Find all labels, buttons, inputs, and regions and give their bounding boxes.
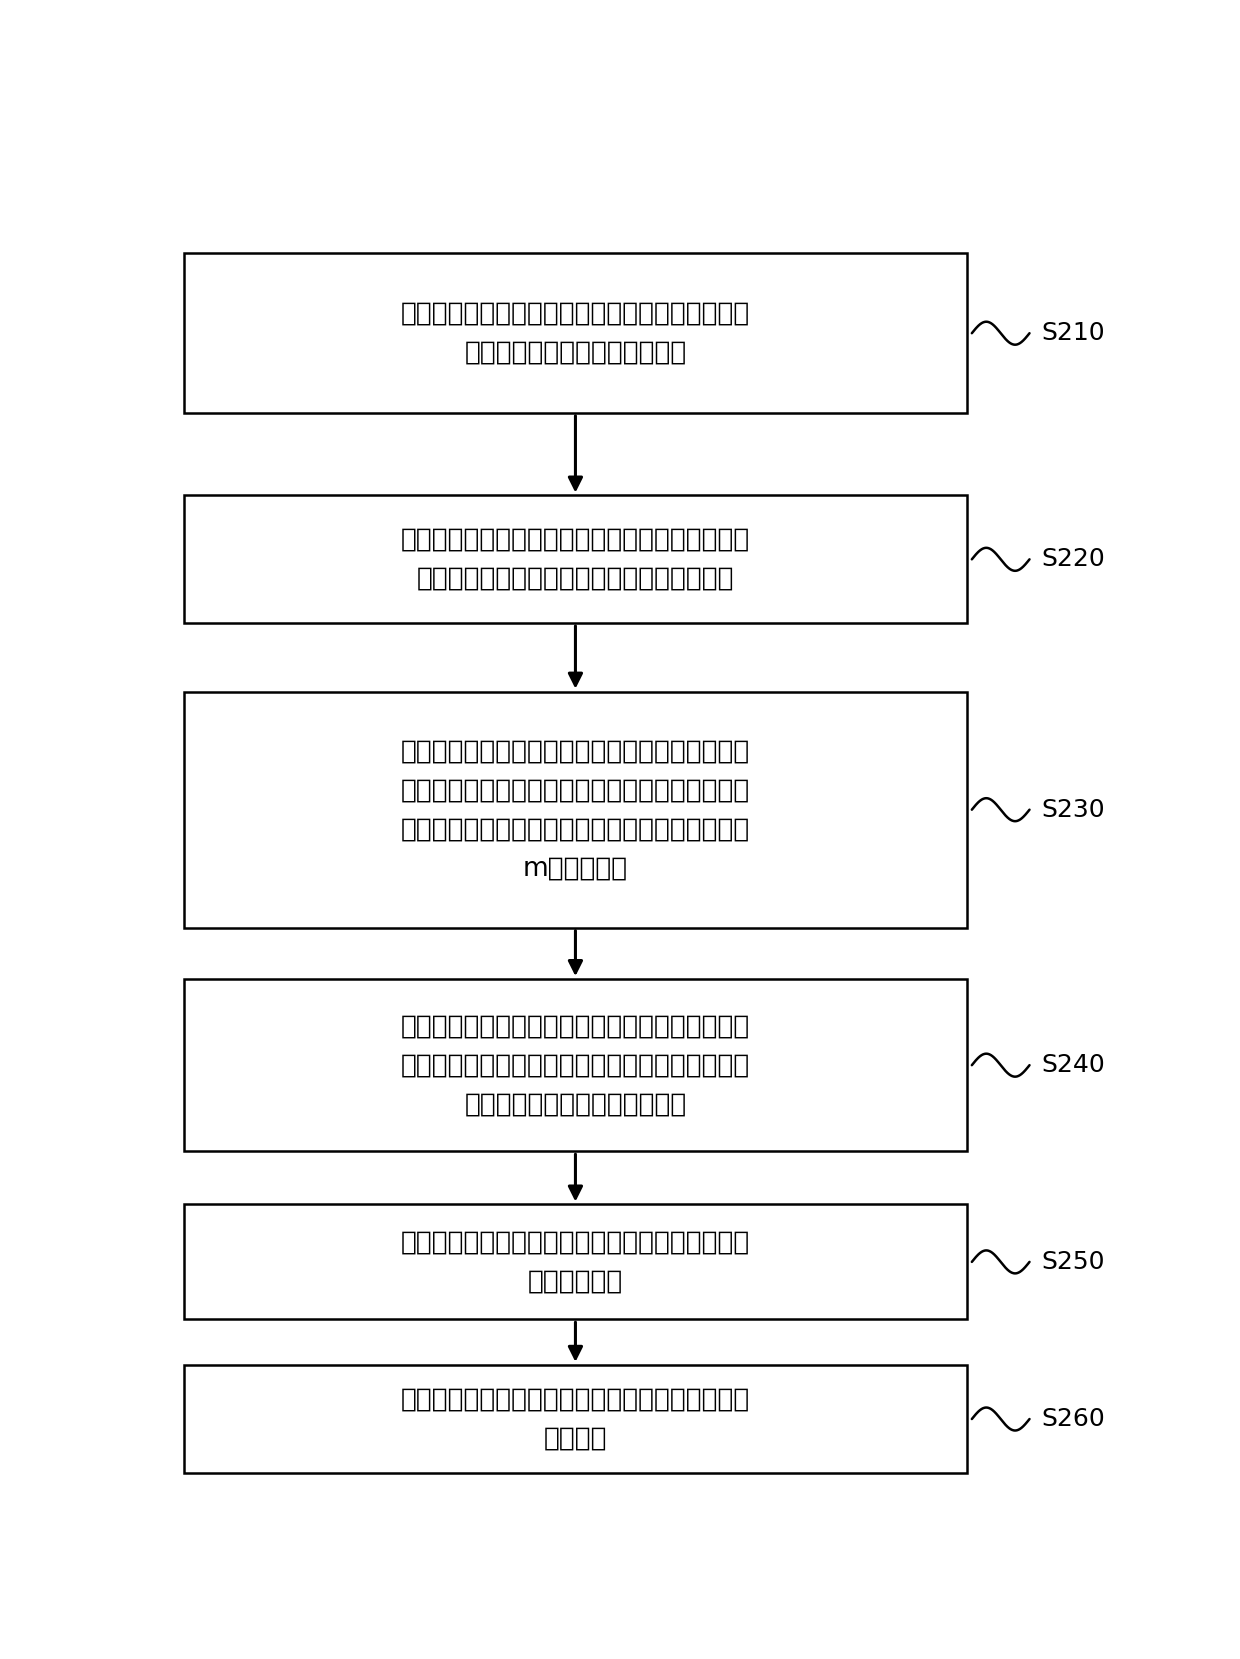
Bar [184, 979, 967, 1151]
Text: S250: S250 [1042, 1249, 1105, 1274]
Bar [184, 692, 967, 927]
Text: 读取光伏方阵的配置信息，其中配置信息包括光伏
组件的排布信息和配备组件信息: 读取光伏方阵的配置信息，其中配置信息包括光伏 组件的排布信息和配备组件信息 [401, 300, 750, 365]
Bar [184, 254, 967, 413]
Text: 从各汇流箱对应的汇流箱位置点集合中分别选出一
个汇流箱位置点，从电能变换器位置点集合中选出
一个电能变换器位置点，并从桥架散点集合中选出
m个桥架散点: 从各汇流箱对应的汇流箱位置点集合中分别选出一 个汇流箱位置点，从电能变换器位置点… [401, 738, 750, 881]
Text: 根据配置信息确定各配备组件可布置的位置点，并
将全部配备组件可布置的位置点作为位置点集: 根据配置信息确定各配备组件可布置的位置点，并 将全部配备组件可布置的位置点作为位… [401, 528, 750, 592]
Text: 基于汇流箱、电能变换器和桥架之间的连接关系，
对选出的汇流箱位置点、电能变换器位置点和桥架
散点进行组合，组合成多个个体: 基于汇流箱、电能变换器和桥架之间的连接关系， 对选出的汇流箱位置点、电能变换器位… [401, 1014, 750, 1117]
Bar [184, 1365, 967, 1473]
Text: S210: S210 [1040, 322, 1105, 345]
Bar [184, 496, 967, 624]
Bar [184, 1204, 967, 1319]
Text: S220: S220 [1040, 547, 1105, 571]
Text: 计算各个体的适应度，确定个体中满足目标适应度
的第一个体集: 计算各个体的适应度，确定个体中满足目标适应度 的第一个体集 [401, 1229, 750, 1294]
Text: S260: S260 [1040, 1407, 1105, 1432]
Text: 基于第一个体集，采用遗传算法确定适应度最高的
最优个体: 基于第一个体集，采用遗传算法确定适应度最高的 最优个体 [401, 1387, 750, 1452]
Text: S230: S230 [1040, 798, 1105, 821]
Text: S240: S240 [1040, 1053, 1105, 1077]
